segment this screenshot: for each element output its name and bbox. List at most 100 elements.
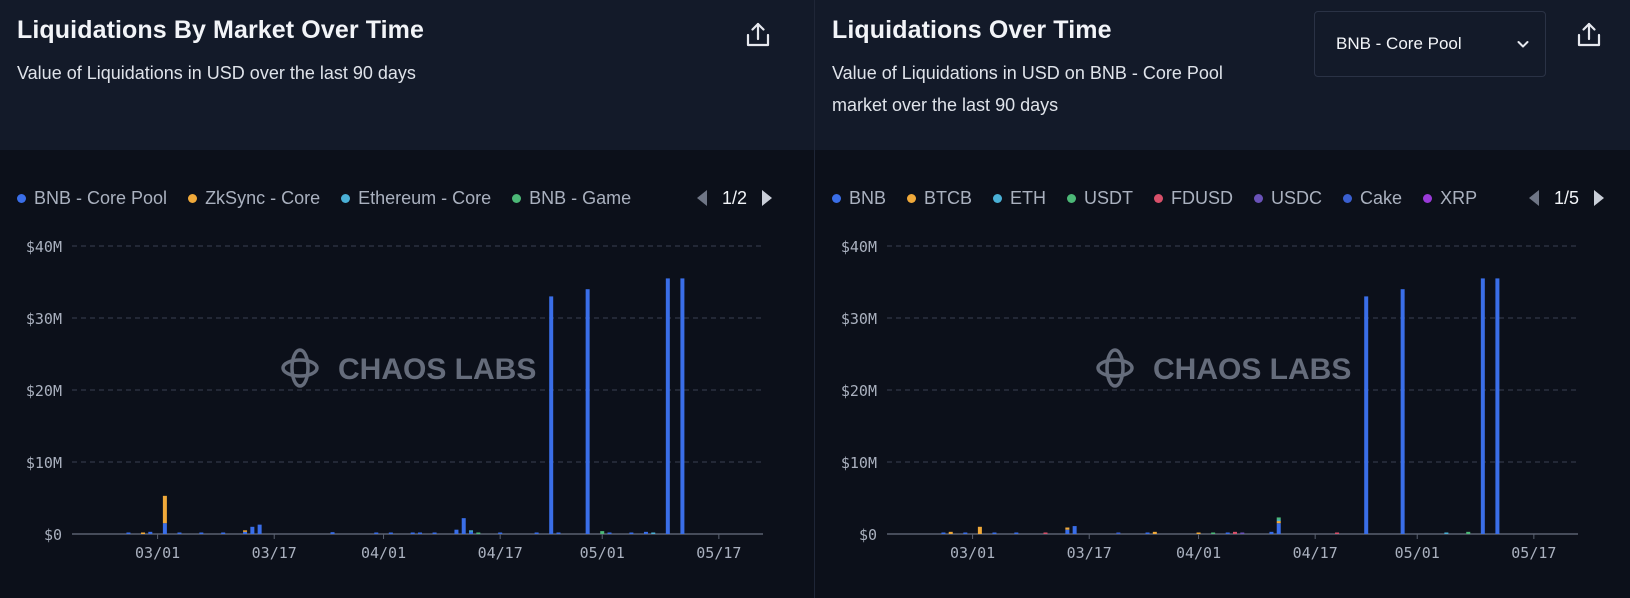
bar[interactable]: [1335, 532, 1340, 535]
bar[interactable]: [250, 526, 255, 534]
bar[interactable]: [1211, 532, 1216, 535]
watermark-logo-ring: [290, 348, 310, 388]
market-select[interactable]: BNB - Core Pool: [1314, 11, 1546, 77]
bar[interactable]: [374, 532, 379, 535]
bar[interactable]: [643, 531, 648, 534]
chevron-right-icon[interactable]: [759, 188, 775, 208]
bar[interactable]: [549, 296, 554, 534]
bar[interactable]: [992, 532, 997, 535]
bar[interactable]: [1014, 532, 1019, 535]
bar[interactable]: [556, 532, 561, 535]
bar[interactable]: [680, 278, 685, 534]
export-button[interactable]: [1572, 18, 1606, 52]
y-tick-label: $10M: [841, 454, 877, 472]
export-button[interactable]: [741, 18, 775, 52]
bar[interactable]: [418, 532, 422, 535]
bar[interactable]: [629, 532, 634, 535]
bar[interactable]: [148, 531, 153, 534]
bar[interactable]: [1065, 529, 1070, 534]
legend-item[interactable]: BTCB: [907, 188, 972, 209]
bar[interactable]: [1233, 531, 1237, 534]
legend-item[interactable]: ZkSync - Core: [188, 188, 320, 209]
bar[interactable]: [177, 532, 182, 535]
bar[interactable]: [330, 532, 335, 534]
x-tick-label: 03/01: [135, 544, 180, 562]
bar[interactable]: [1276, 519, 1281, 522]
legend-dot: [993, 193, 1003, 203]
bar[interactable]: [585, 289, 590, 534]
legend-item[interactable]: BNB - Core Pool: [17, 188, 167, 209]
bar[interactable]: [948, 531, 953, 534]
liquidations-over-time-panel: Liquidations Over Time Value of Liquidat…: [815, 0, 1630, 598]
bar[interactable]: [469, 531, 474, 534]
bar[interactable]: [469, 530, 474, 532]
bar[interactable]: [141, 532, 146, 535]
bar[interactable]: [1225, 532, 1230, 535]
legend-item[interactable]: BNB - Game: [512, 188, 631, 209]
chevron-right-icon[interactable]: [1591, 188, 1607, 208]
x-tick-label: 05/01: [580, 544, 625, 562]
bar[interactable]: [1276, 521, 1281, 524]
y-tick-label: $0: [859, 526, 877, 544]
legend-item[interactable]: Cake: [1343, 188, 1402, 209]
legend-item[interactable]: ETH: [993, 188, 1046, 209]
chevron-left-icon[interactable]: [1526, 188, 1542, 208]
bar[interactable]: [1276, 523, 1281, 534]
bar[interactable]: [963, 532, 968, 535]
bar[interactable]: [410, 532, 415, 535]
chevron-left-icon[interactable]: [694, 188, 710, 208]
bar[interactable]: [1240, 532, 1245, 535]
x-tick-label: 03/01: [950, 544, 995, 562]
bar[interactable]: [1065, 527, 1070, 530]
legend-dot: [188, 193, 198, 203]
bar[interactable]: [162, 523, 167, 534]
bar[interactable]: [1364, 296, 1369, 534]
bar[interactable]: [1444, 532, 1449, 535]
y-tick-label: $40M: [26, 238, 62, 256]
legend-item[interactable]: XRP: [1423, 188, 1477, 209]
bar[interactable]: [1072, 526, 1077, 534]
bar[interactable]: [534, 532, 539, 535]
x-tick-label: 05/01: [1395, 544, 1440, 562]
legend-label: BNB - Game: [529, 187, 632, 208]
bar[interactable]: [977, 526, 982, 534]
bar[interactable]: [257, 524, 262, 534]
bar[interactable]: [607, 532, 612, 535]
bar[interactable]: [1495, 278, 1500, 534]
bar[interactable]: [1466, 531, 1471, 534]
bar[interactable]: [162, 495, 167, 524]
bar[interactable]: [461, 518, 466, 534]
legend-item[interactable]: USDT: [1067, 188, 1133, 209]
legend-pager: 1/2: [694, 183, 775, 213]
bar[interactable]: [651, 532, 656, 535]
bar[interactable]: [1400, 289, 1405, 534]
legend-item[interactable]: Ethereum - Core: [341, 188, 491, 209]
bar[interactable]: [941, 532, 946, 535]
bar[interactable]: [1152, 531, 1157, 534]
bar[interactable]: [476, 532, 481, 535]
bar[interactable]: [199, 532, 204, 535]
legend-item[interactable]: BNB: [832, 188, 886, 209]
bar[interactable]: [1145, 532, 1150, 535]
bar[interactable]: [432, 532, 437, 535]
bar[interactable]: [600, 531, 605, 534]
bar[interactable]: [454, 529, 459, 534]
panel-divider: [814, 0, 815, 598]
bar[interactable]: [498, 532, 503, 535]
bar[interactable]: [243, 531, 248, 534]
bar[interactable]: [388, 532, 393, 535]
bar[interactable]: [1043, 532, 1048, 535]
bar[interactable]: [126, 532, 131, 535]
bar[interactable]: [1480, 278, 1485, 534]
chevron-down-icon: [1517, 41, 1529, 48]
bar[interactable]: [1196, 532, 1201, 535]
bar[interactable]: [1269, 531, 1274, 534]
bar[interactable]: [1276, 517, 1281, 520]
bar[interactable]: [243, 530, 248, 532]
bar[interactable]: [665, 278, 670, 534]
bar[interactable]: [1116, 532, 1121, 535]
market-select-value: BNB - Core Pool: [1336, 34, 1462, 53]
legend-item[interactable]: USDC: [1254, 188, 1322, 209]
legend-item[interactable]: FDUSD: [1154, 188, 1233, 209]
bar[interactable]: [221, 532, 226, 535]
